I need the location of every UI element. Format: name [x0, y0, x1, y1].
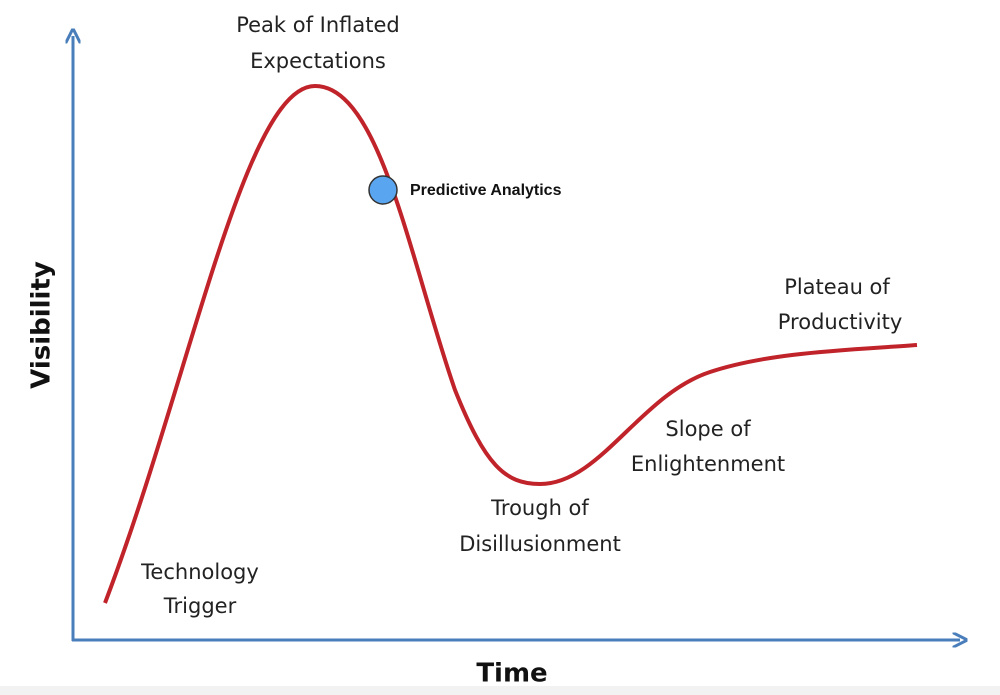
phase-label: Expectations	[250, 49, 386, 73]
hype-curve	[103, 83, 918, 604]
phase-label: Slope of	[665, 417, 751, 441]
bottom-band	[0, 686, 1000, 695]
phase-label: Productivity	[778, 310, 903, 334]
phase-label: Plateau of	[784, 275, 890, 299]
phase-label: Trough of	[490, 496, 589, 520]
marker-label: Predictive Analytics	[410, 182, 562, 199]
phase-label: Disillusionment	[459, 532, 621, 556]
phase-label: Enlightenment	[631, 452, 785, 476]
phase-label: Trigger	[163, 594, 237, 618]
y-axis-label: Visibility	[27, 261, 57, 389]
technology-marker	[368, 175, 398, 205]
phase-label: Technology	[140, 560, 259, 584]
x-axis-label: Time	[476, 659, 547, 689]
phase-label: Peak of Inflated	[236, 13, 400, 37]
